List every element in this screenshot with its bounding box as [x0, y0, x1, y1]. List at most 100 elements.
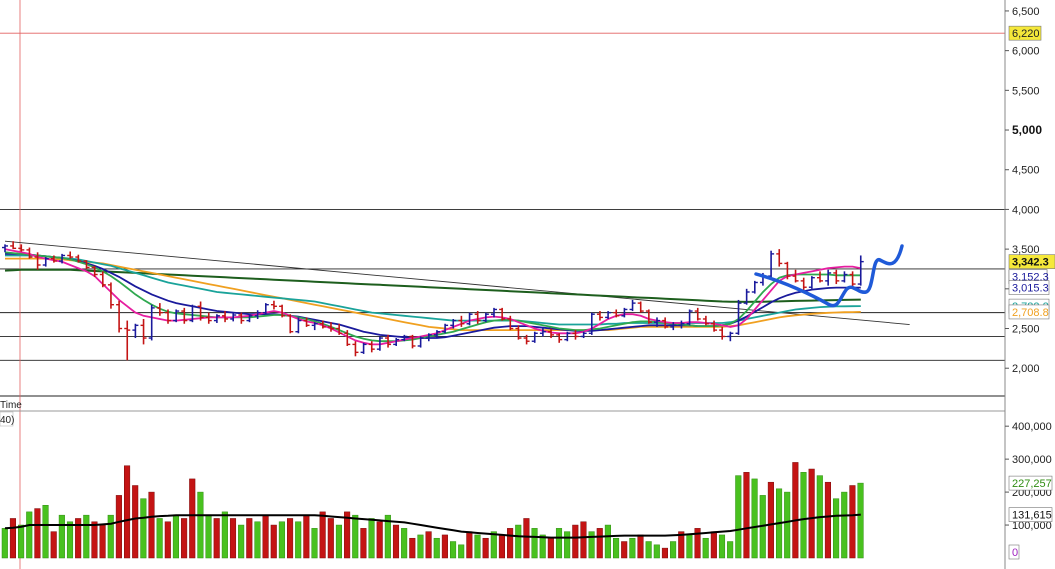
price-bar — [409, 334, 416, 349]
volume-bar — [229, 518, 237, 559]
volume-bar — [678, 531, 685, 559]
price-bar — [165, 309, 171, 324]
volume-bar — [287, 518, 294, 559]
volume-bar — [99, 524, 106, 559]
volume-bar — [311, 528, 318, 559]
volume-bar — [653, 544, 660, 559]
price-bar — [499, 307, 506, 321]
price-panel[interactable] — [0, 0, 1005, 569]
volume-bar — [686, 534, 693, 559]
volume-bar — [629, 537, 636, 559]
volume-bar — [849, 485, 856, 559]
volume-bar — [197, 491, 204, 559]
ma-value-tag-text: 3,015.3 — [1012, 283, 1049, 295]
price-axis-label: 3,500 — [1012, 244, 1040, 256]
price-bar — [841, 271, 848, 283]
volume-bar — [156, 518, 163, 559]
last-volume-tag: 227,257 — [1008, 475, 1053, 491]
volume-axis-label: 400,000 — [1012, 421, 1052, 433]
price-bar — [262, 303, 269, 315]
price-bar — [800, 277, 807, 291]
price-bar — [287, 314, 294, 334]
price-bar — [776, 249, 783, 267]
volume-bar — [34, 508, 41, 559]
volume-bar — [588, 531, 595, 559]
ma-value-tag: 2,708.8 — [1008, 304, 1050, 320]
volume-bar — [148, 491, 155, 559]
volume-bar — [238, 524, 245, 559]
price-bar — [515, 325, 522, 340]
price-bar — [10, 241, 17, 250]
last-volume-tag-text: 227,257 — [1012, 478, 1052, 490]
volume-bar — [531, 528, 538, 559]
price-bar — [621, 307, 628, 318]
volume-bar — [718, 534, 726, 559]
price-bar — [596, 311, 603, 321]
price-bar — [433, 330, 440, 339]
volume-panel[interactable] — [1, 462, 864, 559]
price-bar — [270, 300, 277, 310]
price-axis-label: 5,000 — [1012, 123, 1042, 137]
volume-bar — [694, 528, 701, 559]
hand-drawn-annotation-curve[interactable] — [754, 244, 904, 308]
volume-bar — [172, 514, 179, 559]
price-bar — [450, 318, 457, 329]
ma-line-ma240 — [4, 268, 861, 303]
price-bar — [181, 307, 188, 324]
volume-bar — [205, 514, 212, 559]
volume-bar — [303, 514, 310, 559]
price-bar — [735, 299, 742, 335]
price-axis-label: 6,000 — [1012, 46, 1040, 58]
price-bar — [107, 282, 114, 309]
price-bar — [393, 338, 400, 346]
volume-bar — [213, 518, 220, 559]
price-bar — [213, 314, 220, 323]
price-bar — [360, 342, 367, 354]
volume-bar — [490, 531, 497, 559]
volume-bar — [91, 521, 98, 559]
volume-bar — [181, 518, 188, 559]
price-bar — [344, 330, 351, 346]
volume-bar — [26, 511, 33, 559]
volume-bar — [458, 544, 465, 559]
price-bar — [507, 315, 514, 331]
ma-value-tag: 3,015.3 — [1008, 280, 1050, 295]
volume-bar — [670, 541, 677, 559]
volume-bar — [132, 485, 139, 559]
trendline[interactable] — [4, 240, 910, 325]
last-price-tag-text: 3,342.3 — [1012, 257, 1049, 269]
volume-bar — [352, 514, 359, 559]
volume-bar — [767, 481, 774, 559]
price-bar — [694, 307, 701, 321]
volume-bar — [262, 514, 269, 559]
price-bar — [238, 312, 245, 324]
volume-bar — [18, 524, 25, 559]
volume-bar — [547, 537, 554, 559]
price-bar — [376, 336, 383, 351]
price-bar — [132, 323, 139, 339]
price-bar — [857, 255, 864, 286]
volume-bar — [270, 524, 277, 559]
volume-bar — [735, 475, 742, 559]
price-bar — [173, 309, 180, 323]
volume-bar — [392, 524, 400, 559]
price-bar — [442, 323, 449, 334]
ma-line-ma5 — [4, 248, 861, 346]
price-bar — [116, 300, 123, 333]
price-bar — [59, 253, 66, 264]
price-axis-label: 6,500 — [1012, 6, 1040, 18]
price-axis-label: 4,000 — [1012, 204, 1040, 216]
volume-axis-label: 300,000 — [1012, 454, 1052, 466]
price-bar — [417, 336, 424, 348]
volume-bar — [604, 524, 611, 559]
price-bar — [42, 257, 49, 267]
price-bar — [792, 269, 799, 283]
price-bar — [401, 334, 408, 342]
price-bar — [336, 323, 343, 335]
price-axis-label: 5,500 — [1012, 85, 1040, 97]
price-bar — [613, 309, 620, 318]
volume-bar — [621, 541, 628, 559]
volume-bar — [417, 534, 424, 559]
panel-fragment-label: 40) — [0, 415, 14, 426]
